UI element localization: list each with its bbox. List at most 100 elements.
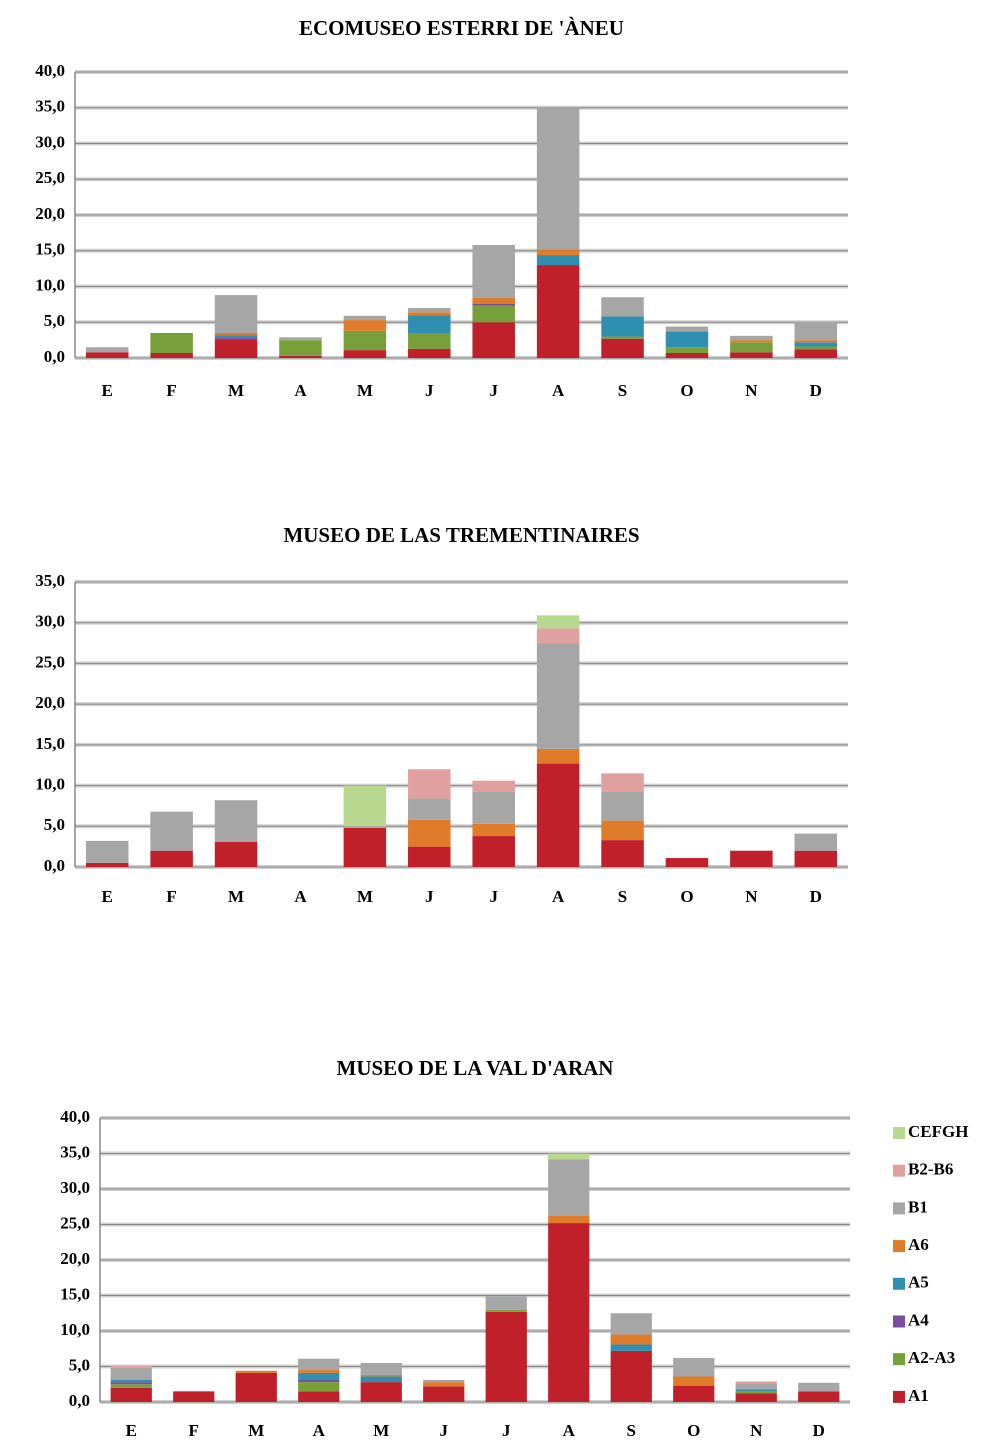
x-tick-label: O xyxy=(680,381,693,400)
y-tick-label: 35,0 xyxy=(35,571,65,590)
bar-segment xyxy=(730,352,773,358)
bar-segment xyxy=(536,643,580,749)
bar-segment xyxy=(735,1383,777,1390)
legend-swatch xyxy=(893,1315,905,1328)
y-tick-label: 15,0 xyxy=(60,1284,90,1303)
bar-segment xyxy=(298,1391,340,1402)
x-tick-label: S xyxy=(618,887,627,906)
chart-title: ECOMUSEO ESTERRI DE 'ÀNEU xyxy=(299,16,624,40)
bar-segment xyxy=(360,1362,402,1376)
y-tick-label: 15,0 xyxy=(35,734,65,753)
bar-segment xyxy=(665,326,709,332)
x-tick-label: D xyxy=(813,1421,825,1440)
bar-segment xyxy=(536,748,580,764)
bar-segment xyxy=(408,312,451,316)
bar-segment xyxy=(343,785,387,827)
y-tick-label: 5,0 xyxy=(44,311,65,330)
chart-title: MUSEO DE LAS TREMENTINAIRES xyxy=(283,523,639,547)
x-tick-label: E xyxy=(126,1421,137,1440)
bar-segment xyxy=(343,330,387,351)
bar-segment xyxy=(601,338,644,358)
bar-segment xyxy=(485,1309,527,1312)
bar-segment xyxy=(150,850,193,867)
y-tick-label: 10,0 xyxy=(35,275,65,294)
bar-segment xyxy=(735,1393,777,1402)
bar-segment xyxy=(279,337,322,341)
x-tick-label: M xyxy=(373,1421,389,1440)
y-tick-label: 0,0 xyxy=(44,856,65,875)
bar-segment xyxy=(735,1391,777,1394)
x-tick-label: F xyxy=(166,381,176,400)
legend-swatch xyxy=(893,1202,905,1215)
bar-segment xyxy=(110,1379,152,1383)
bar-segment xyxy=(601,791,644,821)
bar-segment xyxy=(235,1372,277,1402)
bar-segment xyxy=(214,295,258,333)
bar-segment xyxy=(536,265,580,358)
legend-label: A1 xyxy=(908,1386,929,1405)
x-tick-label: F xyxy=(189,1421,199,1440)
x-tick-label: J xyxy=(440,1421,449,1440)
bar-segment xyxy=(735,1381,777,1384)
legend-label: CEFGH xyxy=(908,1122,968,1141)
bar-segment xyxy=(548,1153,590,1160)
bar-segment xyxy=(730,342,773,353)
bar-segment xyxy=(673,1376,715,1386)
bar-segment xyxy=(214,800,258,842)
bar-segment xyxy=(798,1382,840,1392)
x-tick-label: M xyxy=(357,381,373,400)
x-tick-label: F xyxy=(166,887,176,906)
bar-segment xyxy=(548,1215,590,1224)
x-tick-label: A xyxy=(552,381,565,400)
legend-swatch xyxy=(893,1164,905,1177)
bar-segment xyxy=(85,862,129,867)
y-tick-label: 25,0 xyxy=(35,168,65,187)
bar-segment xyxy=(735,1389,777,1392)
bar-segment xyxy=(85,840,129,863)
bar-segment xyxy=(298,1379,340,1383)
bar-segment xyxy=(536,249,580,256)
y-tick-label: 40,0 xyxy=(60,1107,90,1126)
bar-segment xyxy=(794,340,838,343)
x-tick-label: S xyxy=(627,1421,636,1440)
bar-segment xyxy=(485,1311,527,1402)
bar-segment xyxy=(110,1382,152,1385)
bar-segment xyxy=(85,347,129,353)
x-tick-label: A xyxy=(563,1421,576,1440)
y-tick-label: 35,0 xyxy=(35,97,65,116)
y-tick-label: 40,0 xyxy=(35,61,65,80)
bar-segment xyxy=(408,819,451,847)
bar-segment xyxy=(173,1391,215,1402)
legend-label: A5 xyxy=(908,1273,929,1292)
legend-label: A2-A3 xyxy=(908,1348,955,1367)
x-tick-label: A xyxy=(294,381,307,400)
bar-segment xyxy=(673,1385,715,1402)
bar-segment xyxy=(343,320,387,331)
bar-segment xyxy=(536,763,580,867)
y-tick-label: 5,0 xyxy=(69,1355,90,1374)
bar-segment xyxy=(150,352,193,358)
bar-segment xyxy=(343,350,387,358)
bar-segment xyxy=(408,846,451,867)
bar-segment xyxy=(536,615,580,629)
y-tick-label: 0,0 xyxy=(44,347,65,366)
bar-segment xyxy=(343,826,387,828)
y-tick-label: 30,0 xyxy=(35,132,65,151)
y-tick-label: 25,0 xyxy=(60,1213,90,1232)
bar-segment xyxy=(794,349,838,358)
bar-segment xyxy=(601,316,644,337)
bar-segment xyxy=(110,1365,152,1368)
bar-segment xyxy=(665,331,709,348)
x-tick-label: J xyxy=(489,887,498,906)
x-tick-label: N xyxy=(745,381,758,400)
x-tick-label: D xyxy=(810,887,822,906)
bar-segment xyxy=(472,780,515,792)
bar-segment xyxy=(665,347,709,353)
y-tick-label: 10,0 xyxy=(35,774,65,793)
bar-segment xyxy=(601,820,644,841)
y-tick-label: 10,0 xyxy=(60,1320,90,1339)
legend-label: B1 xyxy=(908,1197,928,1216)
x-tick-label: A xyxy=(313,1421,326,1440)
x-tick-label: J xyxy=(425,381,434,400)
bar-segment xyxy=(730,335,773,341)
